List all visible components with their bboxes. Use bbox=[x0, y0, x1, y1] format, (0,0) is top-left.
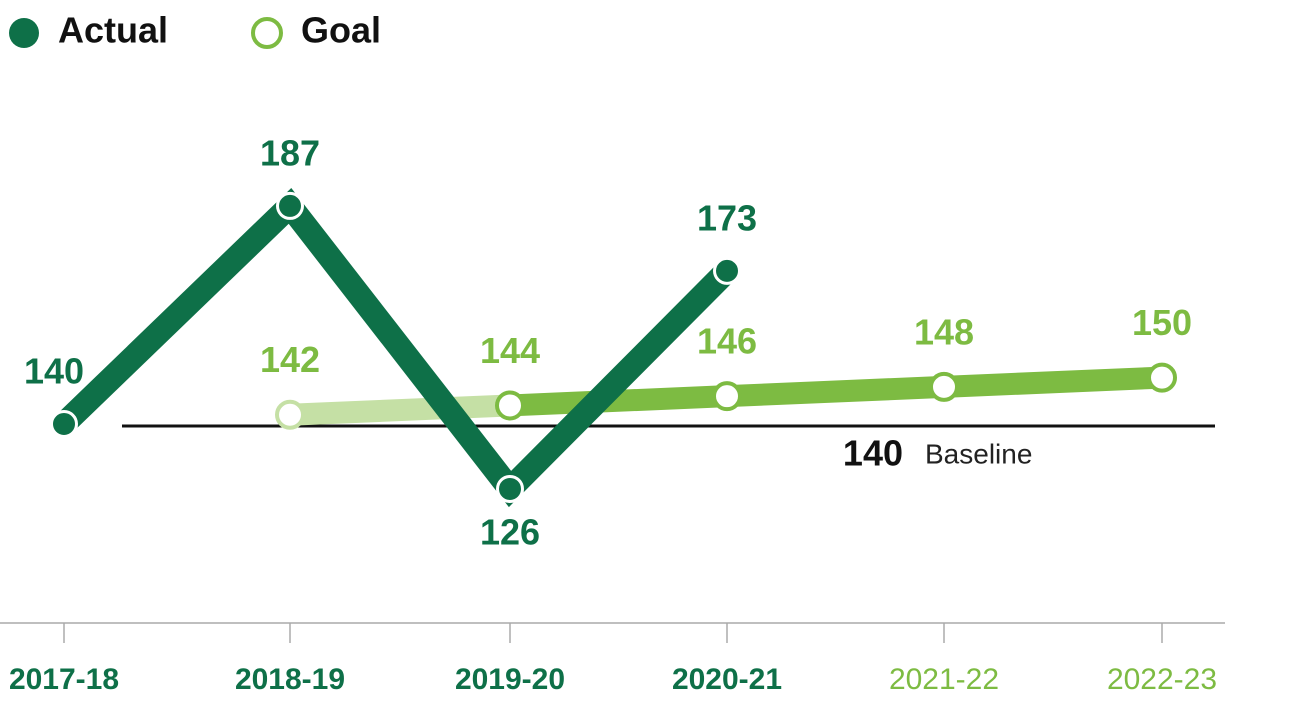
actual-point bbox=[50, 410, 78, 438]
goal-value-label: 142 bbox=[260, 339, 320, 380]
legend-marker bbox=[9, 18, 39, 48]
goal-point bbox=[275, 399, 305, 430]
goal-value-label: 144 bbox=[480, 330, 540, 371]
goal-value-label: 146 bbox=[697, 321, 757, 362]
actual-value-label: 187 bbox=[260, 132, 320, 173]
goal-segment bbox=[289, 394, 511, 426]
legend-label: Actual bbox=[58, 10, 168, 51]
x-tick-label: 2022-23 bbox=[1107, 663, 1217, 696]
goal-value-label: 150 bbox=[1132, 302, 1192, 343]
actual-value-label: 173 bbox=[697, 197, 757, 238]
goal-value-label: 148 bbox=[914, 311, 974, 352]
actual-point bbox=[496, 474, 524, 503]
actual-point bbox=[276, 191, 304, 220]
baseline-label: Baseline bbox=[925, 438, 1032, 469]
legend-label: Goal bbox=[301, 10, 381, 51]
x-tick-label: 2017-18 bbox=[9, 663, 119, 696]
actual-value-label: 140 bbox=[24, 351, 84, 392]
goal-point bbox=[495, 390, 525, 421]
baseline-value: 140 bbox=[843, 433, 903, 474]
actual-line bbox=[55, 188, 736, 508]
x-tick-label: 2021-22 bbox=[889, 663, 999, 696]
goal-point bbox=[929, 371, 959, 402]
goal-point bbox=[712, 381, 742, 412]
goal-segment bbox=[726, 375, 945, 408]
actual-value-label: 126 bbox=[480, 511, 540, 552]
goal-segment bbox=[509, 385, 728, 417]
goal-point bbox=[1147, 362, 1177, 393]
goal-segment bbox=[943, 366, 1163, 398]
x-tick-label: 2020-21 bbox=[672, 663, 782, 696]
legend-marker bbox=[251, 17, 283, 49]
x-tick-label: 2019-20 bbox=[455, 663, 565, 696]
x-tick-label: 2018-19 bbox=[235, 663, 345, 696]
actual-point bbox=[713, 256, 741, 285]
